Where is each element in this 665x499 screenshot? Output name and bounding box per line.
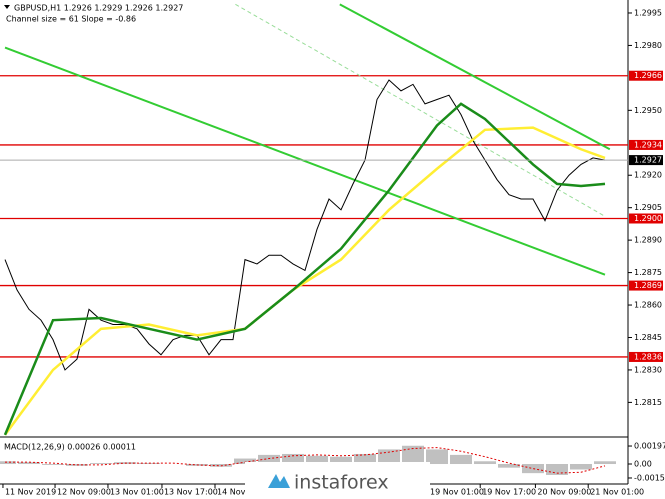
channel-line [235,3,606,217]
price-line [4,79,606,371]
channel-line [4,46,606,276]
x-tick-label: 19 Nov 17:00 [482,488,536,497]
price-label-box [629,155,663,166]
x-tick-label: 12 Nov 09:00 [57,488,111,497]
y-tick-label: 1.2950 [634,106,662,115]
watermark: instaforex [294,472,389,494]
signal-line [5,447,606,474]
x-tick-label: 11 Nov 2019 [5,488,56,497]
x-tick-label: 13 Nov 01:00 [110,488,164,497]
moving-average [3,126,606,436]
macd-bar [473,461,496,465]
y-tick-label: 1.2980 [634,41,662,50]
macd-bar [306,455,328,465]
macd-bar [234,458,257,465]
y-tick-label: 1.2815 [634,398,662,407]
macd-bar [282,453,305,465]
moving-average [3,102,606,436]
level-label-box [629,351,663,362]
y-tick-label: 1.2845 [634,333,662,342]
y-tick-label: 1.2995 [634,8,662,17]
level-label-box [629,70,663,81]
macd-bar [425,449,448,465]
y-tick-label: 1.2830 [634,365,662,374]
macd-bar [569,464,592,470]
macd-bar [258,454,281,465]
macd-bar [545,464,568,475]
level-label-box [629,213,663,224]
chart-subtitle: Channel size = 61 Slope = -0.86 [6,15,136,24]
level-label: 1.2934 [634,140,662,149]
price-label: 1.2927 [634,156,662,165]
menu-arrow [4,5,10,9]
level-label-box [629,280,663,291]
y-tick-label: 1.2890 [634,236,662,245]
x-tick-label: 19 Nov 01:00 [430,488,484,497]
x-tick-label: 20 Nov 09:00 [537,488,591,497]
y-tick-label: 1.2875 [634,268,662,277]
macd-bar [90,463,113,465]
macd-bar [521,464,544,474]
x-tick-label: 21 Nov 01:00 [590,488,644,497]
y-tick-label: 1.2860 [634,301,662,310]
macd-bar [497,464,520,468]
macd-bar [18,462,41,465]
x-tick-label: 14 Nov [217,488,246,497]
macd-bar [329,456,352,465]
channel-line [339,3,611,151]
level-label-box [629,139,663,150]
macd-title: MACD(12,26,9) 0.00026 0.00011 [4,443,136,452]
plot: 1.2995 1.2980 1.2950 1.2920 1.2905 1.2890 1.28… [0,3,665,497]
level-label: 1.2836 [634,352,662,361]
level-label: 1.2900 [634,214,662,223]
chart-title: GBPUSD,H1 1.2926 1.2929 1.2926 1.2927 [14,4,183,13]
macd-bar [449,454,472,465]
macd-bar [377,449,400,465]
y-tick-label: 0.00197 [634,442,665,451]
y-tick-label: -0.00153 [634,473,665,482]
y-tick-label: 1.2905 [634,203,662,212]
y-tick-label: 0.00 [634,460,652,469]
level-label: 1.2869 [634,281,662,290]
x-tick-label: 13 Nov 17:00 [164,488,218,497]
macd-bar [401,445,424,465]
watermark-logo [268,474,290,488]
macd-bar [593,461,616,465]
level-label: 1.2966 [634,71,662,80]
macd-bar [0,461,17,465]
y-tick-label: 1.2920 [634,171,662,180]
macd-bar [42,464,65,465]
macd-bar [353,453,376,465]
